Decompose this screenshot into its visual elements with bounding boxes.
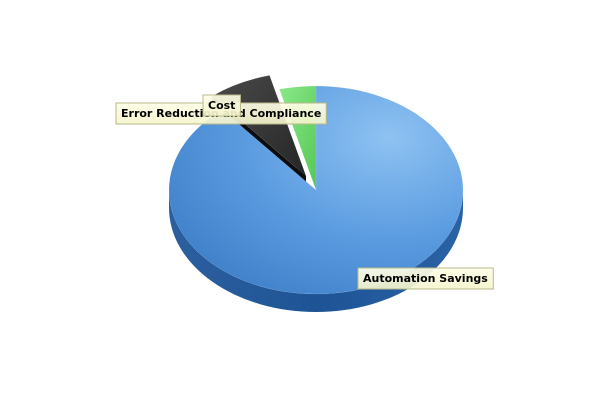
data-label-box [357,267,494,290]
pie-top-layer [168,75,464,295]
pie-label-layer: Error Reduction and ComplianceCostAutoma… [115,94,494,290]
data-label-text: Automation Savings [363,272,488,285]
data-label-box [202,94,241,117]
data-label-automation-savings: Automation Savings [357,267,494,290]
data-label-cost: Cost [202,94,241,117]
data-label-text: Cost [208,99,235,112]
